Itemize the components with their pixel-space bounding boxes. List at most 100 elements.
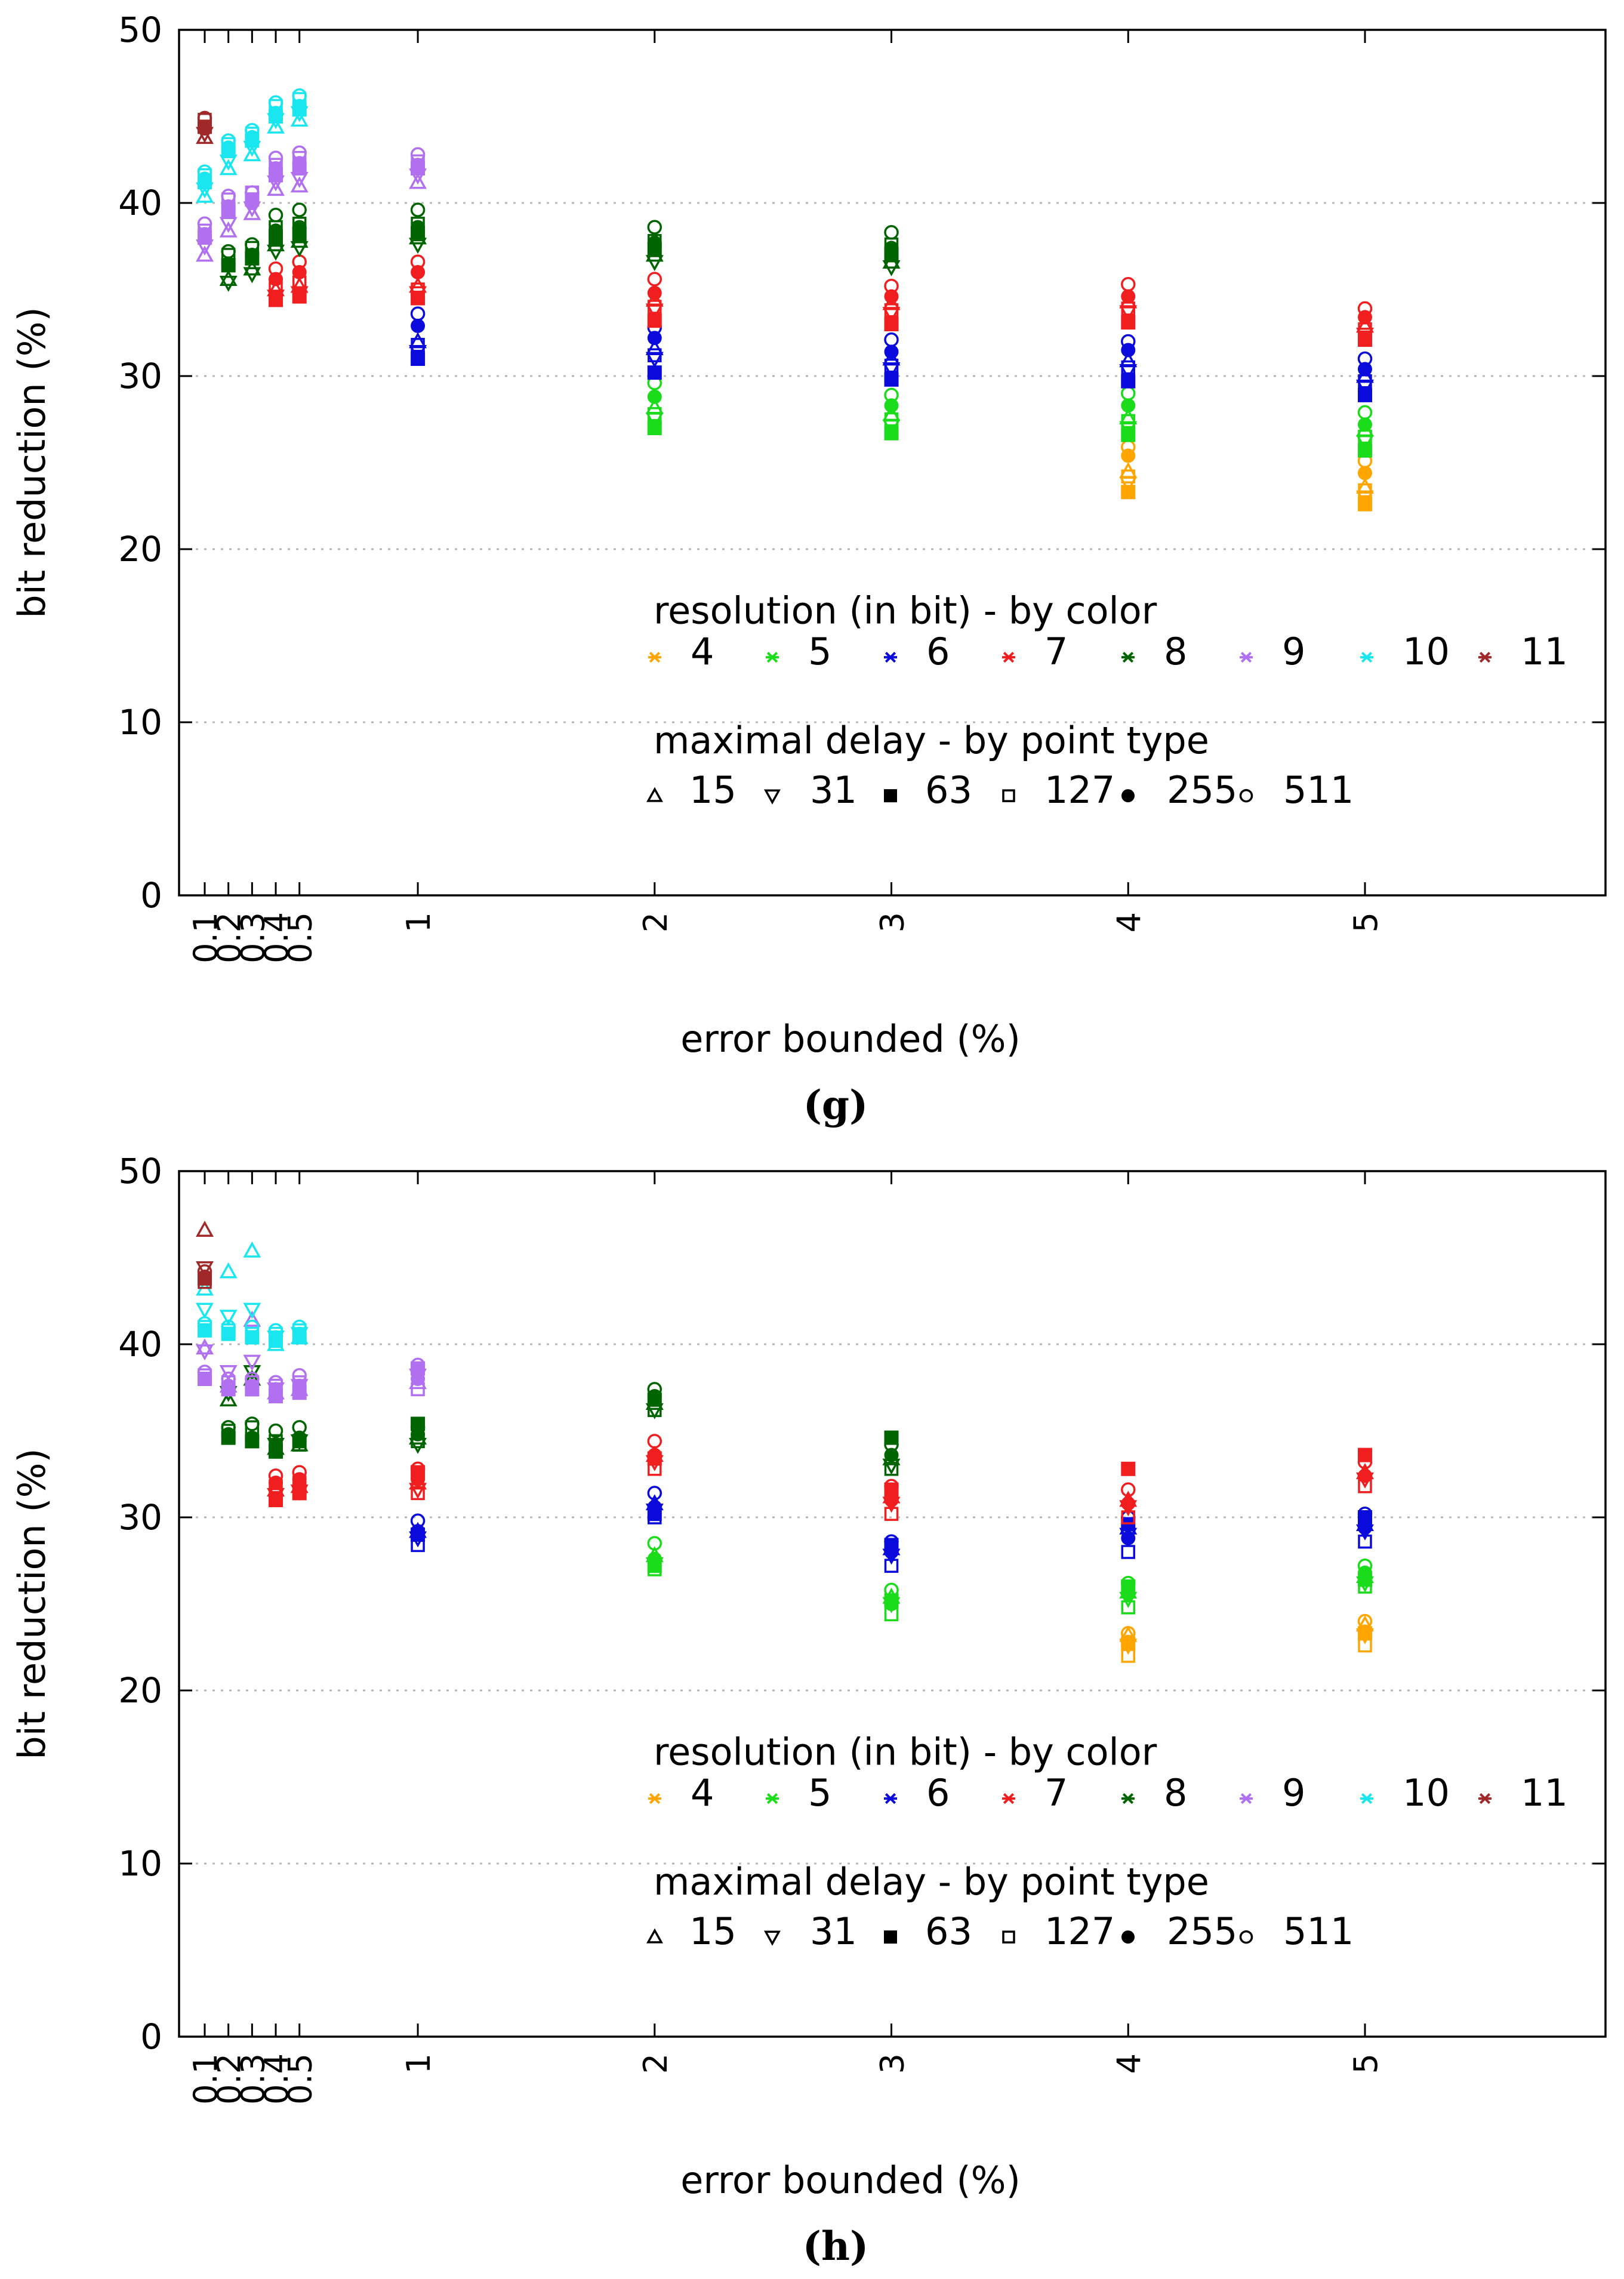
data-point [196,1261,214,1278]
data-point [410,1419,426,1435]
data-point [884,372,899,387]
data-point [219,1310,238,1326]
data-point [1119,364,1138,380]
data-point [884,225,899,240]
data-point [1358,1638,1372,1653]
data-point [884,303,899,318]
x-axis-label: error bounded (%) [680,1017,1021,1061]
data-point [268,150,283,165]
legend-color-marker [1121,651,1135,663]
data-point [645,352,664,368]
x-tick-label: 0.4 [258,912,295,963]
data-point [243,1310,261,1327]
legend-type-marker [764,1930,781,1946]
x-tick-label: 5 [1347,912,1385,932]
data-point [410,1357,426,1373]
data-point [647,389,662,404]
data-point [292,1319,307,1335]
plot-frame [178,1170,1607,2038]
data-point [411,1486,425,1501]
data-point [245,248,260,262]
data-point [410,306,426,321]
chart-panel-h: 0 10 20 30 40 50 0.10.20.30.40.5 1 2 3 4 5 bit reduc… [10,1151,1607,2202]
data-point [268,261,283,276]
data-point [1358,362,1372,377]
legend-type-label: 127 [1044,1910,1115,1953]
data-point [645,290,664,307]
data-point [1121,315,1136,330]
data-point [197,1316,212,1331]
data-point [221,256,236,271]
legend-type-marker [1121,1930,1135,1944]
data-point [884,332,899,347]
data-point [245,122,260,138]
data-point [884,317,899,331]
data-point [1121,414,1136,429]
data-point [1358,443,1372,458]
legend-color-marker [648,651,661,663]
data-point [268,1375,283,1390]
legend-type-marker [1002,789,1015,802]
data-point [269,223,283,238]
legend-color-marker [766,1793,779,1804]
legend-type-label: 31 [810,1910,857,1953]
data-point [269,106,283,121]
legend-color-marker [1478,1793,1492,1804]
data-point [221,1371,236,1387]
data-point [198,121,212,136]
data-point [245,185,260,200]
legend-color-label: 10 [1403,1771,1450,1815]
data-point [411,338,425,352]
y-tick-label: 50 [118,1151,162,1191]
data-point [243,204,261,220]
data-point [647,1486,662,1501]
data-point [221,1419,236,1435]
data-point [196,1302,214,1319]
data-point [884,1507,899,1521]
data-point [1121,1600,1136,1615]
data-point [410,254,426,269]
data-point [221,133,236,148]
data-point [219,221,238,238]
legend-type-marker [1121,789,1135,803]
data-point [411,282,425,297]
chart-panel-g: 0 10 20 30 40 50 0.10.20.30.40.5 1 2 3 4 5 bit reduc… [10,10,1607,1061]
data-point [1121,398,1136,413]
legend-color-label: 7 [1044,1771,1068,1815]
legend-color-marker [648,1793,661,1804]
data-point [1121,1461,1136,1476]
panel-label-g: (g) [803,1082,868,1128]
legend-color-label: 9 [1282,1771,1305,1815]
data-point [645,255,664,272]
data-point [410,202,426,217]
data-point [882,349,901,366]
data-point [221,199,236,214]
data-point [884,289,899,304]
legend-color-marker [1360,1793,1373,1804]
data-point [1358,497,1372,512]
legend-type-label: 511 [1283,1910,1354,1953]
data-point [292,145,307,161]
data-point [292,88,307,103]
y-axis-label: bit reduction (%) [10,1448,54,1759]
legend-color-marker [1002,651,1015,663]
data-point [409,173,427,189]
data-point [884,412,899,427]
data-point [1121,1575,1136,1591]
data-point [647,365,662,380]
y-tick-label: 20 [118,529,162,569]
legend-type-marker [1002,1930,1015,1944]
y-tick-label: 0 [140,2016,162,2057]
legend-type-marker [646,787,663,802]
data-point [884,1448,899,1462]
legend-type-marker [1239,1930,1253,1944]
legend-color-label: 9 [1282,630,1305,673]
data-point [1358,483,1372,498]
data-point [411,220,426,235]
data-point [197,164,212,180]
data-point [245,1416,260,1431]
data-point [197,216,212,232]
y-tick-label: 20 [118,1670,162,1711]
data-point [647,1382,662,1397]
data-point [882,307,901,324]
